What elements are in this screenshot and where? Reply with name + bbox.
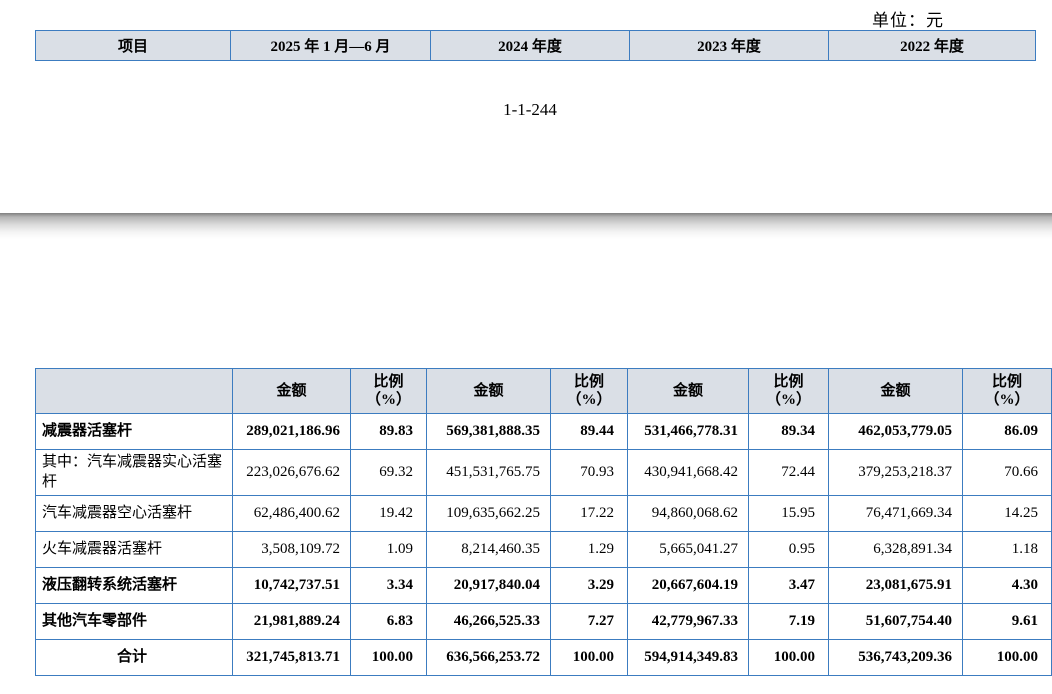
row-label: 液压翻转系统活塞杆 [35,566,233,604]
ratio-cell: 89.44 [550,413,628,450]
row-label: 汽车减震器空心活塞杆 [35,494,233,532]
amount-cell: 289,021,186.96 [232,413,351,450]
header-cell-2024: 2024 年度 [430,30,630,61]
ratio-cell: 17.22 [550,494,628,532]
amount-cell: 62,486,400.62 [232,494,351,532]
header-cell-ratio: 比例 （%） [350,368,427,414]
ratio-cell: 6.83 [350,602,427,640]
header-cell-amount: 金额 [627,368,749,414]
ratio-cell: 19.42 [350,494,427,532]
ratio-cell: 4.30 [962,566,1052,604]
table-row: 火车减震器活塞杆 3,508,109.72 1.09 8,214,460.35 … [35,530,1052,568]
amount-cell: 430,941,668.42 [627,449,749,496]
row-label: 其他汽车零部件 [35,602,233,640]
amount-cell: 94,860,068.62 [627,494,749,532]
amount-cell: 20,667,604.19 [627,566,749,604]
header-cell-amount: 金额 [828,368,963,414]
amount-cell: 321,745,813.71 [232,638,351,676]
table-row: 汽车减震器空心活塞杆 62,486,400.62 19.42 109,635,6… [35,494,1052,532]
header-cell-empty [35,368,233,414]
ratio-cell: 3.47 [748,566,829,604]
ratio-cell: 70.93 [550,449,628,496]
amount-cell: 223,026,676.62 [232,449,351,496]
ratio-cell: 70.66 [962,449,1052,496]
amount-cell: 536,743,209.36 [828,638,963,676]
amount-cell: 531,466,778.31 [627,413,749,450]
ratio-cell: 86.09 [962,413,1052,450]
header-cell-2022: 2022 年度 [828,30,1036,61]
row-label: 减震器活塞杆 [35,413,233,450]
header-cell-ratio: 比例 （%） [962,368,1052,414]
table-row-total: 合计 321,745,813.71 100.00 636,566,253.72 … [35,638,1052,676]
amount-cell: 51,607,754.40 [828,602,963,640]
amount-cell: 109,635,662.25 [426,494,551,532]
ratio-cell: 0.95 [748,530,829,568]
ratio-cell: 100.00 [962,638,1052,676]
amount-cell: 462,053,779.05 [828,413,963,450]
header-cell-ratio: 比例 （%） [748,368,829,414]
ratio-cell: 100.00 [350,638,427,676]
row-label: 其中：汽车减震器实心活塞杆 [35,449,233,496]
page-break-divider [0,213,1052,239]
ratio-cell: 3.34 [350,566,427,604]
table-header-row: 金额 比例 （%） 金额 比例 （%） 金额 比例 （%） 金额 比例 （%） [35,368,1052,414]
header-cell-2023: 2023 年度 [629,30,829,61]
table-row: 项目 2025 年 1 月—6 月 2024 年度 2023 年度 2022 年… [35,30,1036,61]
ratio-cell: 1.09 [350,530,427,568]
amount-cell: 8,214,460.35 [426,530,551,568]
row-label-total: 合计 [35,638,233,676]
ratio-cell: 7.27 [550,602,628,640]
period-header-table: 项目 2025 年 1 月—6 月 2024 年度 2023 年度 2022 年… [35,30,1036,61]
header-cell-amount: 金额 [426,368,551,414]
amount-cell: 379,253,218.37 [828,449,963,496]
unit-label: 单位：元 [872,11,944,30]
amount-cell: 594,914,349.83 [627,638,749,676]
table-row: 其中：汽车减震器实心活塞杆 223,026,676.62 69.32 451,5… [35,449,1052,496]
ratio-cell: 3.29 [550,566,628,604]
header-cell-amount: 金额 [232,368,351,414]
amount-cell: 21,981,889.24 [232,602,351,640]
ratio-cell: 15.95 [748,494,829,532]
ratio-cell: 100.00 [550,638,628,676]
ratio-cell: 14.25 [962,494,1052,532]
ratio-cell: 89.34 [748,413,829,450]
amount-cell: 76,471,669.34 [828,494,963,532]
table-row: 液压翻转系统活塞杆 10,742,737.51 3.34 20,917,840.… [35,566,1052,604]
amount-cell: 5,665,041.27 [627,530,749,568]
amount-cell: 20,917,840.04 [426,566,551,604]
amount-cell: 451,531,765.75 [426,449,551,496]
ratio-cell: 1.29 [550,530,628,568]
header-cell-ratio: 比例 （%） [550,368,628,414]
table-row: 其他汽车零部件 21,981,889.24 6.83 46,266,525.33… [35,602,1052,640]
amount-cell: 46,266,525.33 [426,602,551,640]
ratio-cell: 72.44 [748,449,829,496]
amount-cell: 23,081,675.91 [828,566,963,604]
ratio-cell: 89.83 [350,413,427,450]
ratio-cell: 9.61 [962,602,1052,640]
amount-cell: 6,328,891.34 [828,530,963,568]
header-cell-item: 项目 [35,30,231,61]
page-number: 1-1-244 [503,100,557,119]
amount-cell: 42,779,967.33 [627,602,749,640]
amount-cell: 636,566,253.72 [426,638,551,676]
row-label: 火车减震器活塞杆 [35,530,233,568]
amount-cell: 10,742,737.51 [232,566,351,604]
amount-cell: 569,381,888.35 [426,413,551,450]
header-cell-2025h1: 2025 年 1 月—6 月 [230,30,431,61]
amount-cell: 3,508,109.72 [232,530,351,568]
ratio-cell: 69.32 [350,449,427,496]
revenue-breakdown-table: 金额 比例 （%） 金额 比例 （%） 金额 比例 （%） 金额 比例 （%） 减震器活… [35,368,1052,676]
table-row: 减震器活塞杆 289,021,186.96 89.83 569,381,888.… [35,413,1052,450]
ratio-cell: 1.18 [962,530,1052,568]
ratio-cell: 100.00 [748,638,829,676]
ratio-cell: 7.19 [748,602,829,640]
